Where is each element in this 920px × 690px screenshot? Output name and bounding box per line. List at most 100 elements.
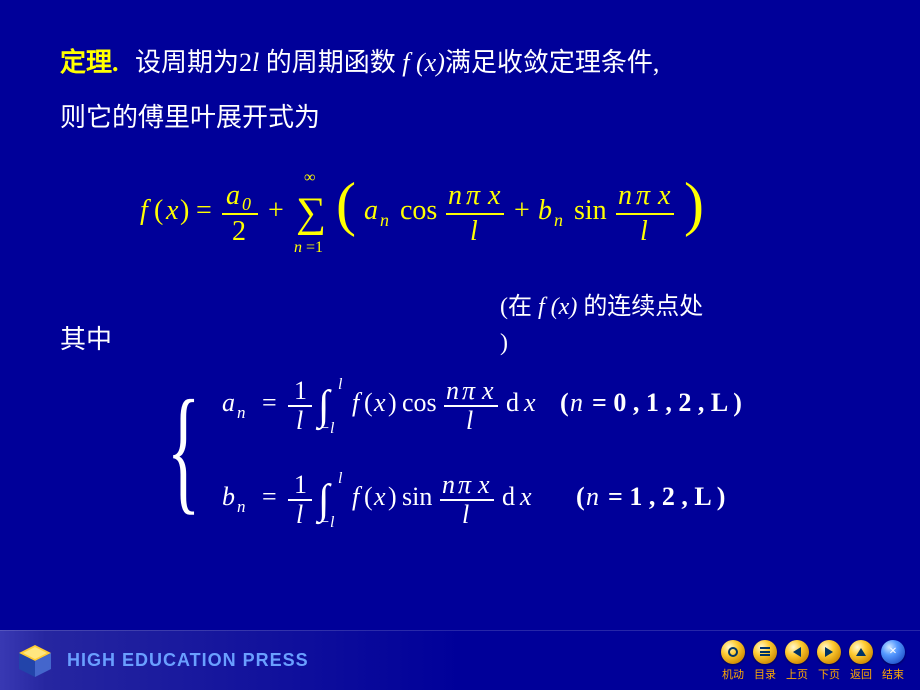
svg-text:l: l xyxy=(330,514,335,529)
svg-text:n: n xyxy=(380,210,389,230)
svg-text:n: n xyxy=(446,376,459,405)
svg-text:l: l xyxy=(640,216,648,247)
circle-icon xyxy=(721,640,745,664)
svg-text:=: = xyxy=(262,388,277,417)
svg-text:l: l xyxy=(470,216,478,247)
svg-text:x: x xyxy=(477,470,490,499)
svg-text:=: = xyxy=(262,482,277,511)
nav-label-next: 下页 xyxy=(818,666,840,682)
svg-text:l: l xyxy=(330,420,335,435)
fn-fx: f (x) xyxy=(402,48,445,77)
svg-text:(: ( xyxy=(336,171,356,237)
nav-label-back: 返回 xyxy=(850,666,872,682)
svg-text:= 0 , 1 , 2 , L ): = 0 , 1 , 2 , L ) xyxy=(592,388,742,417)
arrow-up-icon xyxy=(849,640,873,664)
svg-text:+: + xyxy=(514,195,530,226)
motion-button[interactable]: 机动 xyxy=(721,640,745,682)
svg-text:π: π xyxy=(458,470,472,499)
svg-text:x: x xyxy=(373,388,386,417)
svg-text:−: − xyxy=(320,420,329,435)
svg-text:n: n xyxy=(586,482,599,511)
svg-text:=1: =1 xyxy=(306,239,323,254)
svg-text:b: b xyxy=(538,195,552,226)
theorem-line-1: 定理. 设周期为2l 的周期函数 f (x)满足收敛定理条件, xyxy=(60,40,860,87)
svg-text:x: x xyxy=(373,482,386,511)
svg-text:x: x xyxy=(481,376,494,405)
close-icon: × xyxy=(881,640,905,664)
fn-fx-2: f (x) xyxy=(538,294,577,320)
next-button[interactable]: 下页 xyxy=(817,640,841,682)
theorem-label: 定理. xyxy=(60,48,119,77)
svg-text:∞: ∞ xyxy=(304,169,315,186)
theorem-line-2: 则它的傅里叶展开式为 xyxy=(60,97,860,134)
svg-text:1: 1 xyxy=(294,376,307,405)
nav-label-end: 结束 xyxy=(882,666,904,682)
svg-text:x: x xyxy=(657,180,671,211)
svg-text:x: x xyxy=(487,180,501,211)
svg-text:): ) xyxy=(180,195,189,226)
text-part-b: 的周期函数 xyxy=(266,48,403,77)
publisher-logo-icon xyxy=(15,641,55,681)
coefficient-block: { an = 1 l ∫ l −l f(x) cos nπx l dx xyxy=(150,371,860,529)
svg-text:sin: sin xyxy=(574,195,607,226)
svg-text:(: ( xyxy=(364,482,373,511)
svg-text:l: l xyxy=(338,376,343,393)
publisher-name: HIGH EDUCATION PRESS xyxy=(67,650,721,671)
nav-label-motion: 机动 xyxy=(722,666,744,682)
svg-text:x: x xyxy=(523,388,536,417)
svg-text:a: a xyxy=(364,195,378,226)
prev-button[interactable]: 上页 xyxy=(785,640,809,682)
svg-text:): ) xyxy=(388,388,397,417)
svg-text:l: l xyxy=(462,500,469,529)
svg-text:1: 1 xyxy=(294,470,307,499)
svg-text:d: d xyxy=(506,388,519,417)
coefficient-formulas: an = 1 l ∫ l −l f(x) cos nπx l dx ( n xyxy=(222,371,882,529)
svg-text:cos: cos xyxy=(402,388,437,417)
svg-text:π: π xyxy=(462,376,476,405)
svg-text:π: π xyxy=(636,180,651,211)
nav-bar: HIGH EDUCATION PRESS 机动 目录 上页 下页 返回 × 结束 xyxy=(0,630,920,690)
nav-buttons: 机动 目录 上页 下页 返回 × 结束 xyxy=(721,640,905,682)
toc-button[interactable]: 目录 xyxy=(753,640,777,682)
end-button[interactable]: × 结束 xyxy=(881,640,905,682)
nav-label-toc: 目录 xyxy=(754,666,776,682)
nav-label-prev: 上页 xyxy=(786,666,808,682)
left-brace-icon: { xyxy=(167,387,201,513)
svg-text:n: n xyxy=(294,239,302,254)
svg-text:d: d xyxy=(502,482,515,511)
svg-text:): ) xyxy=(388,482,397,511)
bars-icon xyxy=(753,640,777,664)
back-button[interactable]: 返回 xyxy=(849,640,873,682)
svg-text:b: b xyxy=(222,482,235,511)
svg-text:0: 0 xyxy=(242,194,251,214)
svg-text:l: l xyxy=(296,406,303,435)
svg-text:l: l xyxy=(338,470,343,487)
svg-text:π: π xyxy=(466,180,481,211)
svg-text:n: n xyxy=(618,180,632,211)
svg-text:= 1 , 2 , L ): = 1 , 2 , L ) xyxy=(608,482,725,511)
bn-formula: bn = 1 l ∫ l −l f(x) sin nπx l dx ( n xyxy=(222,465,882,529)
where-row: 其中 (在 f (x) 的连续点处 ) xyxy=(60,289,860,361)
svg-text:f: f xyxy=(140,195,151,226)
svg-text:a: a xyxy=(226,180,240,211)
svg-text:(: ( xyxy=(364,388,373,417)
slide-body: 定理. 设周期为2l 的周期函数 f (x)满足收敛定理条件, 则它的傅里叶展开… xyxy=(0,0,920,690)
arrow-left-icon xyxy=(785,640,809,664)
svg-text:sin: sin xyxy=(402,482,432,511)
svg-text:+: + xyxy=(268,195,284,226)
svg-text:a: a xyxy=(222,388,235,417)
svg-text:−: − xyxy=(320,514,329,529)
fourier-series-formula: f (x) = a0 2 + ∑ ∞ n=1 ( an cos nπx l + xyxy=(60,164,860,259)
text-part-a: 设周期为2 xyxy=(135,48,252,77)
svg-text:(: ( xyxy=(560,388,569,417)
arrow-right-icon xyxy=(817,640,841,664)
svg-text:2: 2 xyxy=(232,216,246,247)
svg-text:n: n xyxy=(570,388,583,417)
svg-text:n: n xyxy=(554,210,563,230)
svg-text:n: n xyxy=(237,403,246,422)
svg-text:f: f xyxy=(352,388,363,417)
svg-text:cos: cos xyxy=(400,195,437,226)
an-formula: an = 1 l ∫ l −l f(x) cos nπx l dx ( n xyxy=(222,371,882,435)
svg-text:(: ( xyxy=(576,482,585,511)
svg-text:n: n xyxy=(448,180,462,211)
